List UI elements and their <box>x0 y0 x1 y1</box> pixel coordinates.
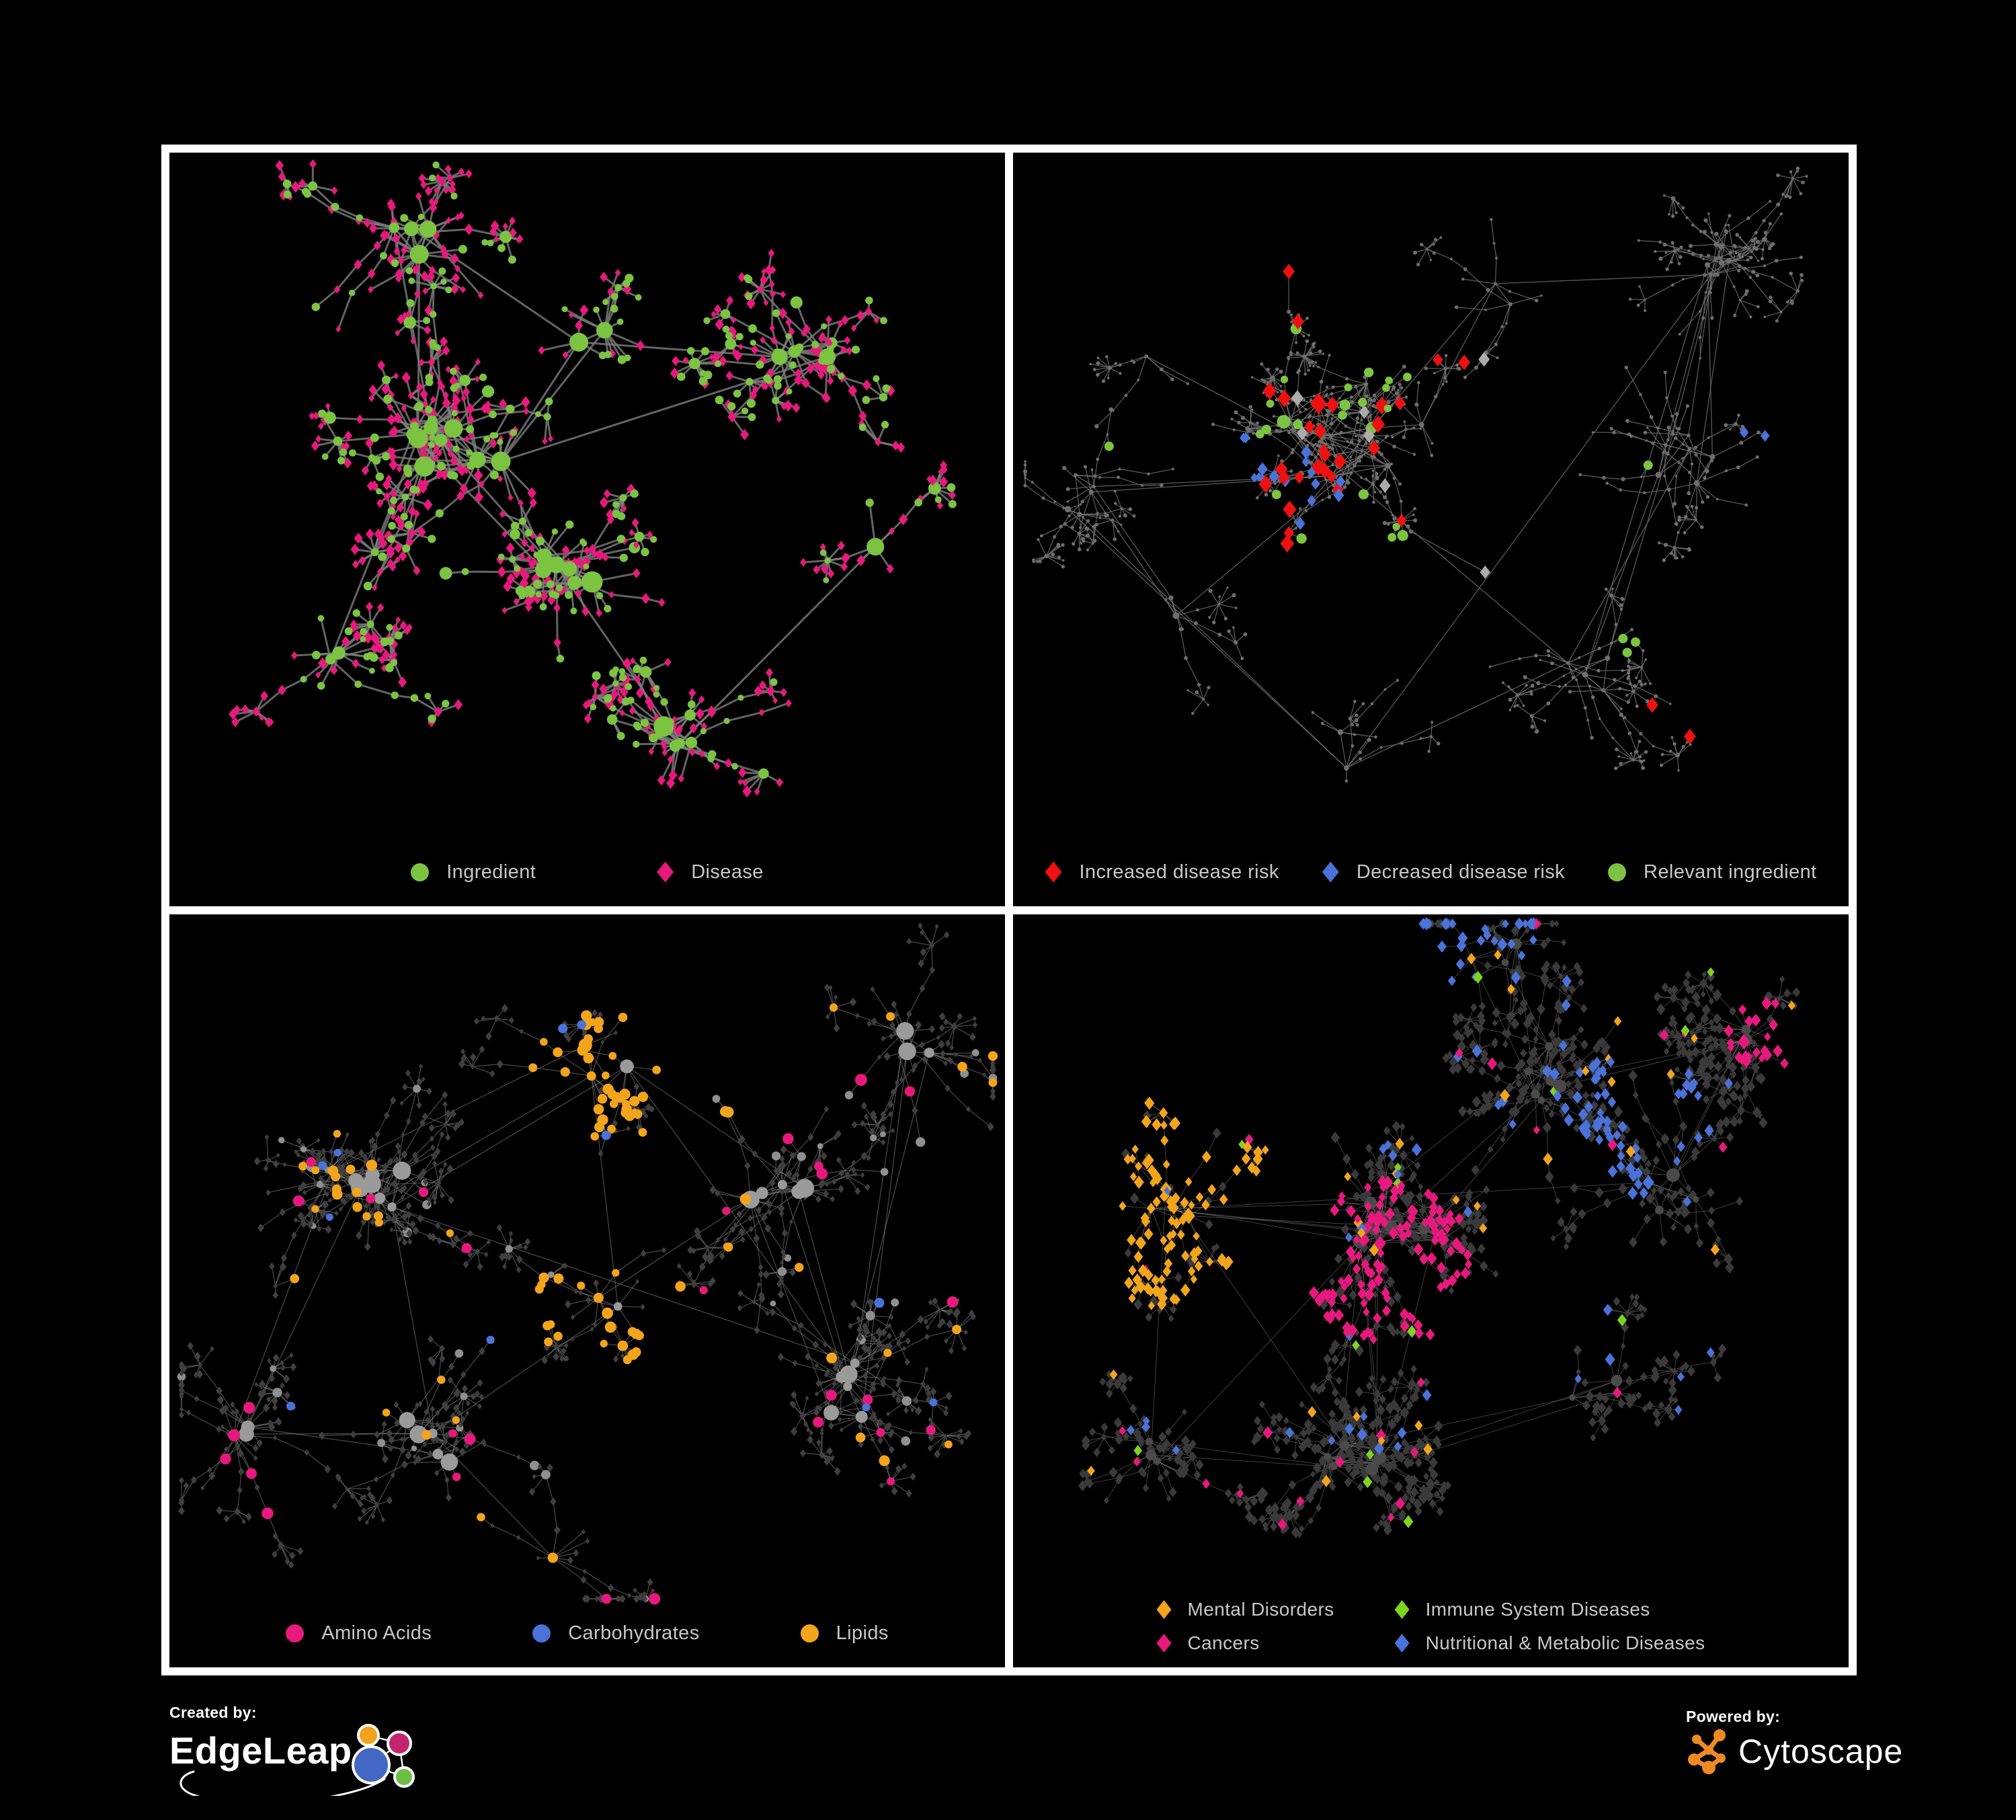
panel-ingredient-disease: Ingredient Disease <box>169 153 1005 906</box>
legend-item-amino-acids: Amino Acids <box>286 1622 432 1645</box>
carbohydrates-marker-icon <box>532 1624 551 1643</box>
legend-item-carbohydrates: Carbohydrates <box>532 1622 699 1645</box>
immune-system-diseases-marker-icon <box>1394 1600 1410 1619</box>
legend-label: Amino Acids <box>321 1622 432 1644</box>
nutritional-metabolic-marker-icon <box>1394 1634 1410 1653</box>
panel-disease-risk: Increased disease risk Decreased disease… <box>1013 153 1849 906</box>
legend-item-mental-disorders: Mental Disorders <box>1156 1599 1334 1620</box>
legend-label: Nutritional & Metabolic Diseases <box>1425 1632 1705 1653</box>
created-by-label: Created by: <box>169 1704 257 1721</box>
legend-disease-risk: Increased disease risk Decreased disease… <box>1013 861 1849 883</box>
legend-label: Increased disease risk <box>1079 861 1279 883</box>
legend-label: Carbohydrates <box>568 1622 700 1644</box>
disease-marker-icon <box>657 861 674 883</box>
legend-item-ingredient: Ingredient <box>411 861 536 883</box>
legend-item-relevant-ingredient: Relevant ingredient <box>1608 861 1816 883</box>
cytoscape-brand: Powered by: Cytoscape <box>1686 1708 1903 1776</box>
panel-macronutrients: Amino Acids Carbohydrates Lipids <box>169 914 1005 1667</box>
legend-disease-classes: Mental Disorders Immune System Diseases … <box>1013 1599 1849 1654</box>
legend-ingredient-disease: Ingredient Disease <box>169 861 1005 883</box>
legend-item-decreased-risk: Decreased disease risk <box>1322 861 1565 883</box>
legend-item-disease: Disease <box>657 861 764 883</box>
legend-item-lipids: Lipids <box>800 1622 889 1645</box>
relevant-ingredient-marker-icon <box>1608 863 1627 881</box>
legend-label: Disease <box>691 861 764 883</box>
decreased-risk-marker-icon <box>1322 861 1339 883</box>
legend-label: Decreased disease risk <box>1356 861 1566 883</box>
panel-disease-classes: Mental Disorders Immune System Diseases … <box>1013 914 1849 1667</box>
legend-label: Cancers <box>1187 1632 1260 1653</box>
legend-item-immune-system-diseases: Immune System Diseases <box>1394 1599 1705 1620</box>
ingredient-disease-network-graph <box>229 159 957 797</box>
cancers-marker-icon <box>1156 1634 1172 1653</box>
cytoscape-logo-icon <box>1688 1729 1726 1774</box>
legend-item-nutritional-metabolic-diseases: Nutritional & Metabolic Diseases <box>1394 1632 1705 1654</box>
edgeleap-logo-icon <box>179 1724 415 1796</box>
legend-label: Relevant ingredient <box>1644 861 1817 883</box>
amino-acids-marker-icon <box>286 1624 305 1643</box>
powered-by-label: Powered by: <box>1686 1708 1781 1725</box>
increased-risk-marker-icon <box>1045 861 1062 883</box>
macronutrient-network-graph <box>177 922 998 1605</box>
legend-item-increased-risk: Increased disease risk <box>1045 861 1279 883</box>
legend-label: Lipids <box>836 1622 889 1644</box>
ingredient-marker-icon <box>411 863 430 881</box>
legend-label: Ingredient <box>446 861 536 883</box>
edgeleap-wordmark: EdgeLeap <box>169 1729 352 1772</box>
legend-item-cancers: Cancers <box>1156 1632 1334 1654</box>
panel-grid: Ingredient Disease Increased disease ris… <box>161 145 1857 1675</box>
legend-label: Immune System Diseases <box>1425 1599 1650 1620</box>
edgeleap-brand: Created by: EdgeLeap <box>169 1704 452 1796</box>
legend-macronutrients: Amino Acids Carbohydrates Lipids <box>169 1622 1005 1645</box>
disease-risk-network-graph <box>1022 166 1808 783</box>
disease-class-network-graph <box>1078 916 1801 1538</box>
cytoscape-wordmark: Cytoscape <box>1738 1733 1904 1770</box>
lipids-marker-icon <box>800 1624 819 1643</box>
mental-disorders-marker-icon <box>1156 1600 1172 1619</box>
legend-label: Mental Disorders <box>1187 1599 1334 1620</box>
